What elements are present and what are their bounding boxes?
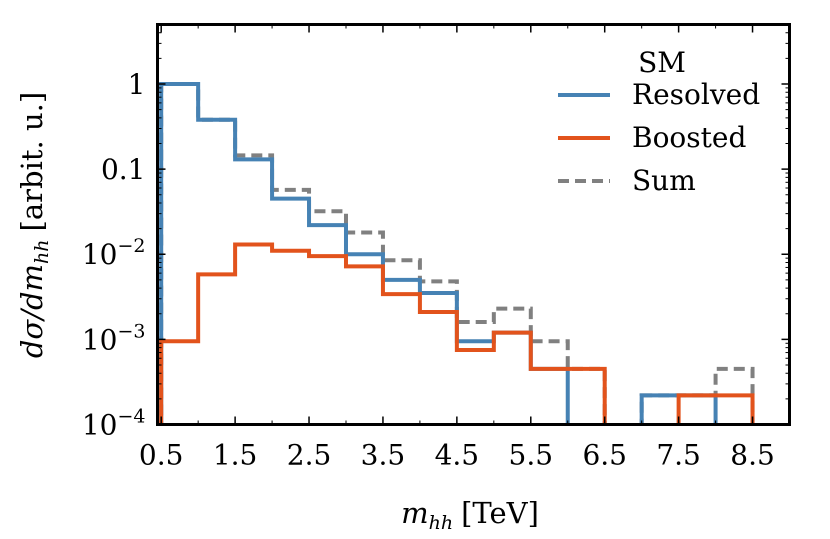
x-tick-label: 3.5 [361,439,406,472]
x-axis-label: mhh [TeV] [401,496,539,534]
y-tick-label: 10−3 [82,320,146,356]
x-tick-label: 4.5 [435,439,480,472]
x-axis-label-sub: hh [429,512,453,534]
plot-frame [156,23,791,426]
y-tick-label: 0.1 [101,153,146,186]
x-axis: 0.5 1.5 2.5 3.5 4.5 5.5 6.5 7.5 8.5 [139,24,775,472]
x-tick-label: 8.5 [730,439,775,472]
series-boosted-line [159,242,755,425]
x-tick-label: 0.5 [139,439,184,472]
x-tick-label: 5.5 [509,439,554,472]
legend-label-boosted: Boosted [632,121,746,154]
legend: SM Resolved Boosted Sum [558,46,760,197]
x-axis-label-unit: [TeV] [461,496,539,530]
legend-label-resolved: Resolved [632,78,760,111]
y-tick-label: 10−4 [82,406,146,442]
y-axis-label-unit: [arbit. u.] [15,92,49,232]
x-tick-label: 7.5 [656,439,701,472]
x-tick-label: 1.5 [213,439,258,472]
y-tick-label: 10−2 [82,235,146,271]
x-tick-label: 2.5 [287,439,332,472]
plot-area [159,81,755,425]
x-tick-label: 6.5 [582,439,627,472]
y-axis-label-sub: hh [31,239,53,263]
x-axis-label-var: m [401,496,429,530]
legend-title: SM [638,46,686,79]
legend-label-sum: Sum [632,164,696,197]
y-axis-label-var: dσ/dm [15,264,49,358]
y-tick-label: 1 [128,68,146,101]
y-axis-label: dσ/dmhh [arbit. u.] [15,92,53,358]
